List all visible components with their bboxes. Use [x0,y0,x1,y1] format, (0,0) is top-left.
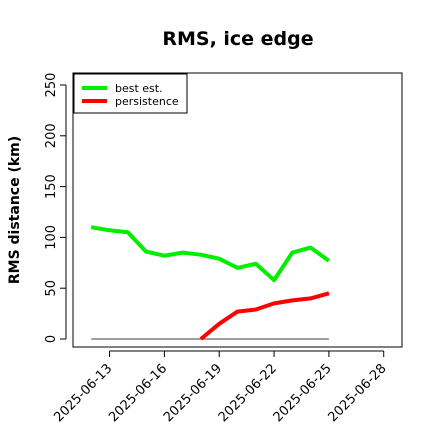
data-point [291,299,293,301]
data-point [255,263,257,265]
chart-title: RMS, ice edge [162,28,313,50]
data-point [200,254,202,256]
x-tick-label: 2025-06-13 [51,361,115,425]
x-tick-label: 2025-06-19 [161,361,225,425]
data-point [328,260,330,262]
data-point [200,338,202,340]
data-point [218,323,220,325]
x-tick-label: 2025-06-22 [216,361,280,425]
data-point [218,258,220,260]
legend-label: best est. [115,82,163,95]
legend-box [73,73,188,114]
legend: best est.persistence [73,73,188,114]
data-point [273,279,275,281]
y-tick-label: 150 [44,174,59,199]
data-point [109,229,111,231]
data-point [237,311,238,313]
y-tick-label: 50 [44,280,59,297]
data-point [182,252,184,254]
data-point [145,251,147,253]
plot-frame [72,72,403,348]
data-point [310,297,312,299]
data-point [90,226,92,228]
data-point [127,231,129,233]
data-point [328,292,330,294]
data-point [310,247,312,249]
y-axis-label: RMS distance (km) [7,136,23,284]
data-point [255,309,257,311]
data-point [237,267,238,269]
data-point [291,252,293,254]
series-line-best-est [90,225,331,283]
series-line-persistence [199,291,330,341]
x-tick-label: 2025-06-28 [326,361,390,425]
y-tick-label: 200 [44,123,59,148]
y-tick-label: 250 [44,73,59,98]
y-tick-label: 100 [44,225,59,250]
legend-label: persistence [115,95,179,108]
data-point [163,255,165,257]
x-tick-label: 2025-06-16 [106,361,170,425]
y-tick-label: 0 [44,335,59,343]
x-tick-label: 2025-06-25 [271,361,335,425]
data-point [273,302,275,304]
